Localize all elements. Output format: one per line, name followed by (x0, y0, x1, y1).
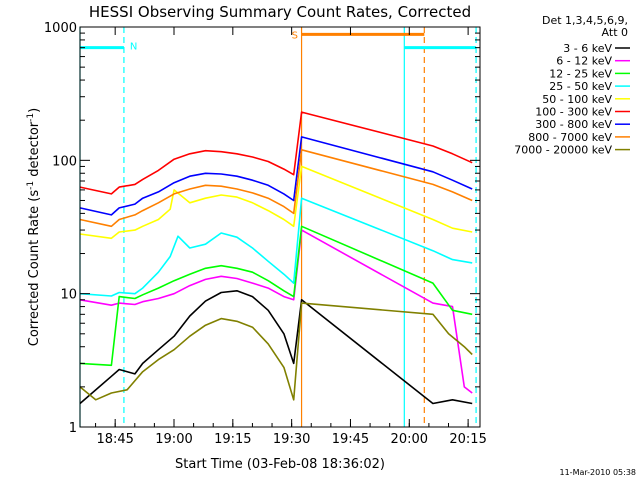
x-tick-label-20-00: 20:00 (391, 432, 428, 447)
legend-label-12-25-kev: 12 - 25 keV (549, 67, 612, 80)
x-tick-label-20-15: 20:15 (449, 432, 486, 447)
series-line-50-100-kev (79, 165, 473, 240)
footer-timestamp: 11-Mar-2010 05:38 (560, 468, 637, 477)
x-tick-label-19-00: 19:00 (155, 432, 192, 447)
y-tick-label-100: 100 (52, 154, 77, 169)
legend-label-100-300-kev: 100 - 300 keV (535, 106, 612, 119)
x-tick-label-18-45: 18:45 (96, 432, 133, 447)
series-line-3-6-kev (79, 289, 473, 405)
x-tick-label-19-45: 19:45 (332, 432, 369, 447)
y-ticks: 1 10 100 1000 (44, 21, 480, 436)
series-line-25-50-kev (79, 197, 473, 297)
y-axis-label-sup2: -1 (26, 113, 36, 122)
y-tick-label-10: 10 (60, 288, 77, 303)
y-axis-label-suffix: ) (27, 108, 42, 113)
y-axis-label-prefix: Corrected Count Rate (s (27, 190, 42, 347)
series-line-6-12-kev (79, 229, 473, 394)
legend-header-2: Att 0 (602, 26, 628, 39)
x-axis-label: Start Time (03-Feb-08 18:36:02) (175, 457, 385, 472)
legend-label-50-100-kev: 50 - 100 keV (542, 93, 612, 106)
night-bar-label-0: N (130, 42, 137, 53)
legend-label-7000-20000-kev: 7000 - 20000 keV (514, 144, 612, 157)
legend-label-300-800-kev: 300 - 800 keV (535, 118, 612, 131)
chart-title: HESSI Observing Summary Count Rates, Cor… (89, 3, 471, 21)
series-line-100-300-kev (79, 111, 473, 195)
x-tick-label-19-30: 19:30 (273, 432, 310, 447)
plot-frame (79, 26, 481, 428)
series-layer (79, 111, 473, 405)
x-tick-label-19-15: 19:15 (214, 432, 251, 447)
series-line-300-800-kev (79, 136, 473, 216)
series-line-12-25-kev (79, 225, 473, 367)
y-axis-label: Corrected Count Rate (s-1 detector-1) (26, 108, 42, 346)
y-tick-label-1: 1 (69, 421, 77, 436)
y-tick-label-1000: 1000 (44, 21, 77, 36)
legend-label-25-50-kev: 25 - 50 keV (549, 80, 612, 93)
y-axis-label-sup1: -1 (26, 181, 36, 190)
legend-header-1: Det 1,3,4,5,6,9, (542, 14, 628, 27)
legend-label-800-7000-kev: 800 - 7000 keV (528, 131, 612, 144)
saa-bar-label: S (292, 30, 298, 41)
legend-label-3-6-kev: 3 - 6 keV (563, 42, 612, 55)
y-axis-label-mid: detector (27, 121, 42, 181)
series-line-800-7000-kev (79, 149, 473, 228)
x-ticks: 18:45 19:00 19:15 19:30 19:45 20:00 20:15 (95, 27, 487, 447)
series-line-7000-20000-kev (79, 302, 473, 401)
legend-label-6-12-kev: 6 - 12 keV (556, 55, 612, 68)
